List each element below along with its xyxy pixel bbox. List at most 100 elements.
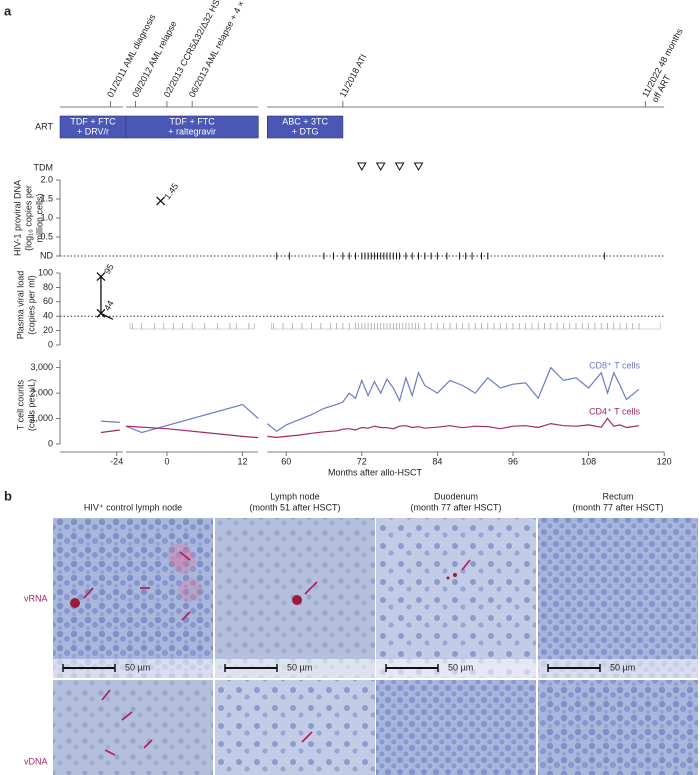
- signal-spot: [453, 573, 457, 577]
- tdm-marker: [375, 162, 386, 172]
- series-line: [100, 417, 640, 439]
- scale-band: [538, 659, 698, 678]
- data-point: [156, 196, 166, 206]
- column-header: HIV⁺ control lymph node: [84, 502, 182, 512]
- art-regimen: TDF + FTC: [70, 116, 116, 126]
- y-axis-label: (log₁₀ copies per: [23, 185, 33, 251]
- x-tick-label: 12: [238, 456, 248, 466]
- y-tick-label: 3,000: [30, 362, 53, 372]
- arrow: [101, 689, 111, 701]
- micrograph: [53, 518, 213, 678]
- signal-spot: [70, 598, 80, 608]
- event-label-line: 06/2013 AML relapse + 4 × DLI: [187, 0, 254, 99]
- art-regimen: + DTG: [292, 126, 319, 136]
- y-tick-label: 2,000: [30, 387, 53, 397]
- legend-label: CD4⁺ T cells: [589, 406, 640, 416]
- y-tick-label: 60: [43, 296, 53, 306]
- column-header: Rectum: [602, 491, 633, 501]
- art-regimen: TDF + FTC: [170, 116, 216, 126]
- arrow: [179, 551, 191, 561]
- event-label: 11/2022 48 monthsoff ART: [640, 26, 695, 104]
- scale-label: 50 µm: [448, 662, 473, 672]
- y-tick-label: 20: [43, 325, 53, 335]
- arrow: [301, 731, 313, 743]
- event-label: 06/2013 AML relapse + 4 × DLI: [187, 0, 254, 99]
- art-bar: [266, 115, 344, 139]
- y-axis-label: HIV-1 proviral DNA: [12, 180, 22, 256]
- legend-label: CD8⁺ T cells: [589, 360, 640, 370]
- art-regimen: + DRV/r: [77, 126, 109, 136]
- data-point: [96, 272, 106, 282]
- event-label: 11/2018 ATI: [338, 53, 369, 99]
- y-axis-label: T cell counts: [15, 379, 25, 430]
- point-label: 44: [102, 299, 116, 313]
- signal-spot: [446, 576, 450, 580]
- panel-label: b: [4, 488, 12, 503]
- y-tick-label: 0: [48, 438, 53, 448]
- x-tick-label: 108: [581, 456, 596, 466]
- scale-label: 50 µm: [610, 662, 635, 672]
- point-label: 1.45: [162, 181, 180, 201]
- x-tick-label: -24: [110, 456, 123, 466]
- y-tick-label: 2.0: [40, 174, 53, 184]
- scale-band: [215, 659, 375, 678]
- sample-bracket: [271, 323, 661, 330]
- art-bar: [125, 115, 259, 139]
- y-tick-label: 0: [48, 339, 53, 349]
- micrograph: [215, 680, 375, 775]
- micrograph: [376, 680, 536, 775]
- x-tick-label: 96: [508, 456, 518, 466]
- data-point: [96, 308, 106, 318]
- y-axis-label: (cells per µL): [26, 379, 36, 431]
- scale-label: 50 µm: [287, 662, 312, 672]
- x-tick-label: 60: [281, 456, 291, 466]
- column-header: (month 77 after HSCT): [410, 502, 501, 512]
- arrow: [104, 749, 116, 756]
- connector: [100, 312, 114, 320]
- y-tick-label: ND: [40, 250, 53, 260]
- panel-label: a: [4, 3, 12, 18]
- y-tick-label: 1.0: [40, 212, 53, 222]
- arrow: [83, 587, 94, 599]
- x-axis-title: Months after allo-HSCT: [328, 467, 423, 477]
- x-tick-label: 0: [164, 456, 169, 466]
- y-tick-label: 80: [43, 282, 53, 292]
- point-label: 95: [102, 262, 116, 276]
- column-header: (month 51 after HSCT): [249, 502, 340, 512]
- row-label: vDNA: [24, 756, 48, 766]
- micrograph: [538, 518, 698, 678]
- signal-haze: [168, 543, 192, 567]
- art-regimen: + raltegravir: [168, 126, 216, 136]
- row-label: vRNA: [24, 593, 48, 603]
- arrow: [304, 581, 318, 595]
- tdm-label: TDM: [34, 162, 54, 172]
- x-tick-label: 120: [657, 456, 672, 466]
- arrow: [121, 711, 133, 721]
- x-tick-label: 84: [432, 456, 442, 466]
- y-axis-label: million cells): [34, 193, 44, 242]
- y-tick-label: 40: [43, 311, 53, 321]
- tdm-marker: [356, 162, 367, 172]
- y-tick-label: 0.5: [40, 231, 53, 241]
- y-tick-label: 100: [38, 267, 53, 277]
- tdm-marker: [394, 162, 405, 172]
- micrograph: [376, 518, 536, 678]
- signal-haze: [178, 578, 202, 602]
- micrograph: [53, 680, 213, 775]
- column-header: Duodenum: [434, 491, 478, 501]
- column-header: Lymph node: [270, 491, 319, 501]
- micrograph: [538, 680, 698, 775]
- signal-haze: [172, 550, 196, 574]
- arrow: [143, 739, 153, 749]
- y-axis-label: (copies per ml): [26, 275, 36, 335]
- event-label-line: 11/2018 ATI: [338, 53, 369, 99]
- art-regimen: ABC + 3TC: [282, 116, 328, 126]
- arrow: [461, 559, 471, 571]
- art-label: ART: [35, 121, 53, 131]
- scale-label: 50 µm: [125, 662, 150, 672]
- scale-band: [376, 659, 536, 678]
- series-line: [100, 366, 640, 434]
- y-tick-label: 1,000: [30, 413, 53, 423]
- y-axis-label: Plasma viral load: [15, 271, 25, 340]
